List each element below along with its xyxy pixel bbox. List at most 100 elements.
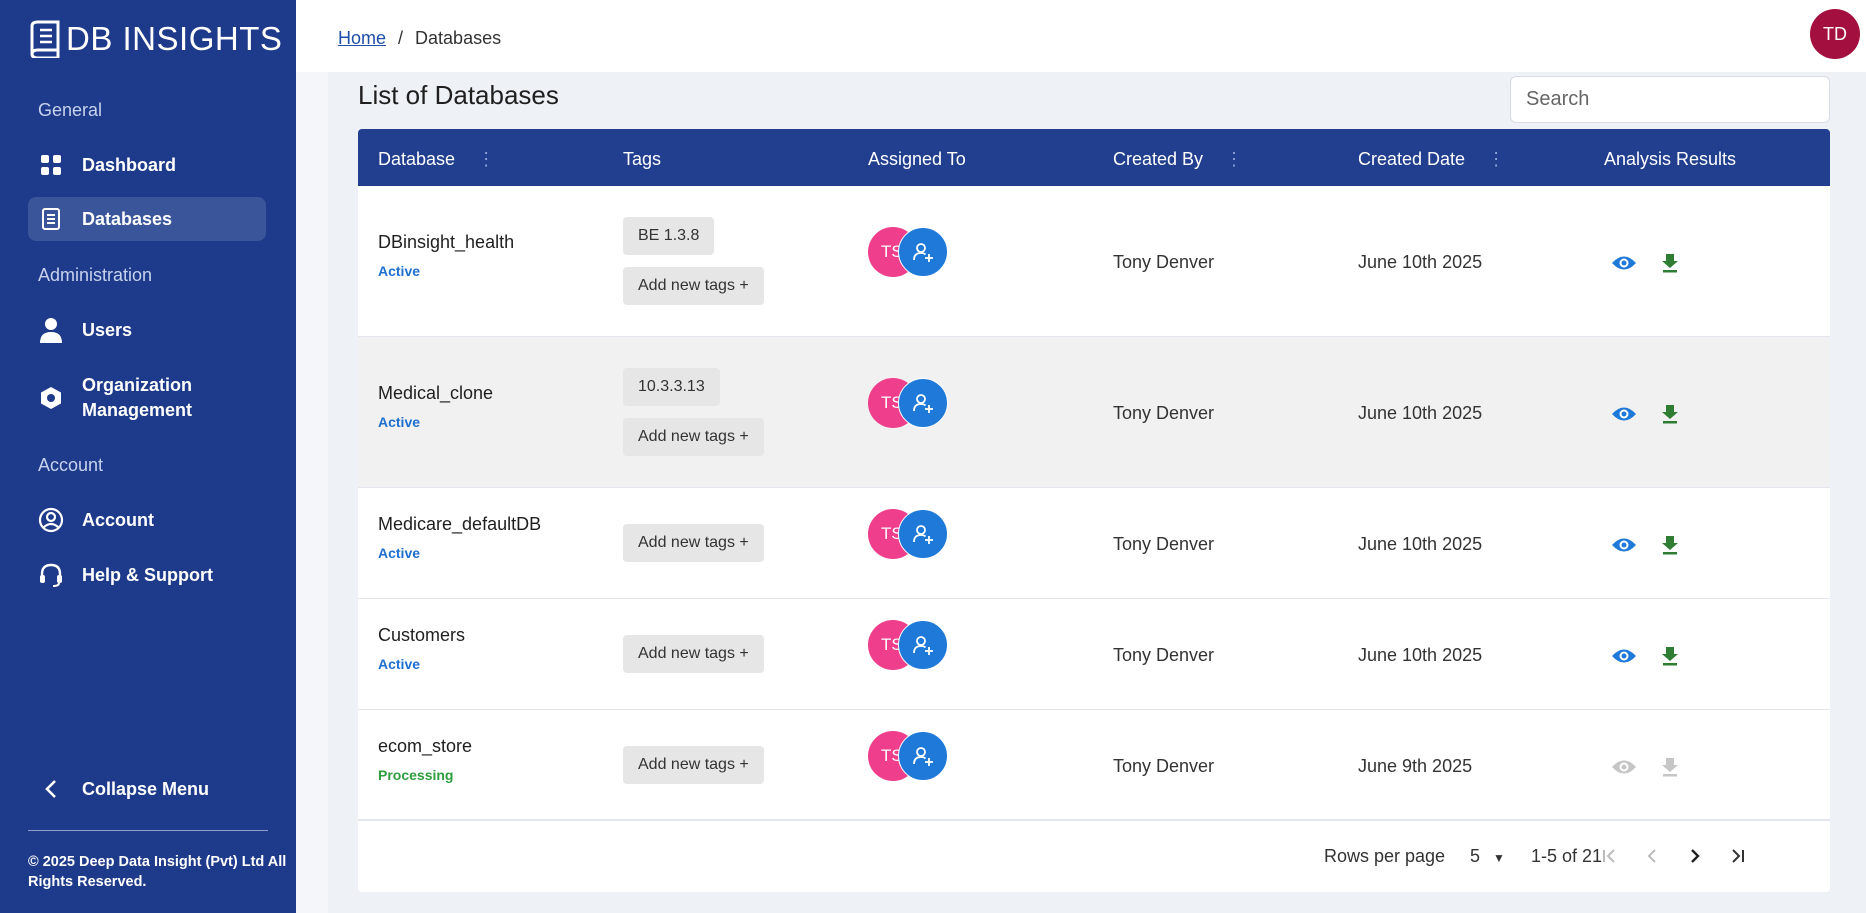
download-results-button[interactable]	[1656, 531, 1684, 559]
download-icon	[1662, 646, 1678, 665]
first-page-button[interactable]	[1594, 840, 1626, 872]
logo-book-icon	[28, 18, 62, 60]
assign-user-button[interactable]	[898, 619, 948, 670]
add-user-icon	[913, 242, 933, 262]
eye-icon	[1612, 760, 1636, 773]
caret-down-icon: ▼	[1493, 851, 1505, 865]
assign-user-button[interactable]	[898, 377, 948, 428]
app-logo[interactable]: DB INSIGHTS	[28, 18, 282, 60]
sidebar-item-users[interactable]: Users	[28, 315, 266, 345]
add-tags-button[interactable]: Add new tags +	[623, 634, 764, 673]
sidebar-item-databases[interactable]: Databases	[28, 197, 266, 241]
table-row[interactable]: Medicare_defaultDB Active Add new tags +…	[358, 488, 1830, 599]
database-name[interactable]: DBinsight_health	[378, 231, 515, 252]
sidebar-item-label: Organization Management	[82, 375, 193, 420]
add-user-icon	[913, 635, 933, 655]
account-circle-icon	[38, 507, 64, 533]
tags-cell: Add new tags +	[623, 523, 764, 562]
breadcrumb-home-link[interactable]: Home	[338, 28, 387, 48]
sidebar-item-organization-management[interactable]: Organization Management	[28, 372, 266, 424]
table-row[interactable]: Customers Active Add new tags + TS To	[358, 599, 1830, 710]
hexagon-icon	[38, 385, 64, 411]
assigned-to-cell: TS	[868, 226, 950, 279]
table-row[interactable]: ecom_store Processing Add new tags + TS	[358, 710, 1830, 821]
chevron-left-icon	[38, 776, 64, 802]
column-header-database[interactable]: Database ⋮	[378, 149, 495, 170]
column-menu-icon[interactable]: ⋮	[1487, 149, 1506, 169]
created-date: June 10th 2025	[1358, 402, 1483, 423]
add-tags-button[interactable]: Add new tags +	[623, 745, 764, 784]
created-by: Tony Denver	[1113, 402, 1215, 423]
last-page-button[interactable]	[1721, 840, 1753, 872]
created-date: June 9th 2025	[1358, 755, 1473, 776]
sidebar-item-help-support[interactable]: Help & Support	[28, 560, 266, 590]
last-page-icon	[1732, 849, 1744, 863]
created-by: Tony Denver	[1113, 251, 1215, 272]
databases-table: Database ⋮ Tags Assigned To Created By ⋮…	[358, 129, 1830, 892]
headset-icon	[38, 562, 64, 588]
rows-per-page-value: 5	[1470, 846, 1481, 866]
next-page-button[interactable]	[1679, 840, 1711, 872]
sidebar-item-label: Databases	[82, 208, 173, 229]
column-menu-icon[interactable]: ⋮	[1225, 149, 1244, 169]
column-header-created-by[interactable]: Created By ⋮	[1113, 149, 1243, 170]
table-header: Database ⋮ Tags Assigned To Created By ⋮…	[358, 129, 1830, 186]
tags-cell: Add new tags +	[623, 745, 764, 784]
created-by: Tony Denver	[1113, 533, 1215, 554]
previous-page-button[interactable]	[1636, 840, 1668, 872]
section-account: Account	[38, 455, 104, 475]
user-avatar[interactable]: TD	[1810, 9, 1860, 59]
rows-per-page-select[interactable]: 5 ▼	[1470, 846, 1505, 867]
column-header-created-date[interactable]: Created Date ⋮	[1358, 149, 1505, 170]
database-cell: Medicare_defaultDB Active	[378, 514, 541, 561]
eye-icon	[1612, 256, 1636, 269]
assigned-to-cell: TS	[868, 619, 950, 672]
status-badge: Active	[378, 544, 421, 561]
database-cell: ecom_store Processing	[378, 736, 472, 783]
database-cell: Medical_clone Active	[378, 383, 493, 430]
download-results-button[interactable]	[1656, 400, 1684, 428]
add-tags-button[interactable]: Add new tags +	[623, 523, 764, 562]
assign-user-button[interactable]	[898, 730, 948, 781]
column-menu-icon[interactable]: ⋮	[477, 149, 496, 169]
database-name[interactable]: Customers	[378, 624, 466, 645]
grid-icon	[38, 152, 64, 178]
table-row[interactable]: Medical_clone Active 10.3.3.13 Add new t…	[358, 337, 1830, 488]
add-user-icon	[913, 524, 933, 544]
assign-user-button[interactable]	[898, 226, 948, 277]
add-tags-button[interactable]: Add new tags +	[623, 417, 764, 456]
sidebar-item-label: Users	[82, 319, 133, 340]
database-name[interactable]: Medicare_defaultDB	[378, 513, 542, 534]
rows-per-page-label: Rows per page	[1324, 846, 1446, 866]
view-results-button[interactable]	[1610, 531, 1638, 559]
chevron-right-icon	[1691, 849, 1700, 863]
sidebar-item-label: Account	[82, 509, 154, 530]
download-icon	[1662, 757, 1678, 776]
top-bar: Home / Databases TD	[296, 0, 1866, 72]
table-row[interactable]: DBinsight_health Active BE 1.3.8 Add new…	[358, 186, 1830, 337]
download-results-button[interactable]	[1656, 753, 1684, 781]
tag-chip[interactable]: 10.3.3.13	[623, 367, 720, 406]
search-input[interactable]	[1510, 76, 1830, 123]
collapse-menu-button[interactable]: Collapse Menu	[28, 774, 266, 804]
download-results-button[interactable]	[1656, 249, 1684, 277]
add-user-icon	[913, 393, 933, 413]
sidebar-item-label: Help & Support	[82, 564, 213, 585]
assign-user-button[interactable]	[898, 508, 948, 559]
sidebar-item-account[interactable]: Account	[28, 505, 266, 535]
view-results-button[interactable]	[1610, 753, 1638, 781]
tag-chip[interactable]: BE 1.3.8	[623, 216, 715, 255]
column-header-label: Database	[378, 149, 456, 169]
sidebar-item-dashboard[interactable]: Dashboard	[28, 150, 266, 180]
view-results-button[interactable]	[1610, 642, 1638, 670]
pagination-range: 1-5 of 21	[1531, 846, 1603, 866]
created-date: June 10th 2025	[1358, 644, 1483, 665]
database-cell: DBinsight_health Active	[378, 232, 514, 279]
database-name[interactable]: ecom_store	[378, 735, 473, 756]
add-tags-button[interactable]: Add new tags +	[623, 266, 764, 305]
view-results-button[interactable]	[1610, 249, 1638, 277]
download-results-button[interactable]	[1656, 642, 1684, 670]
view-results-button[interactable]	[1610, 400, 1638, 428]
sidebar-divider	[28, 830, 268, 831]
database-name[interactable]: Medical_clone	[378, 382, 494, 403]
